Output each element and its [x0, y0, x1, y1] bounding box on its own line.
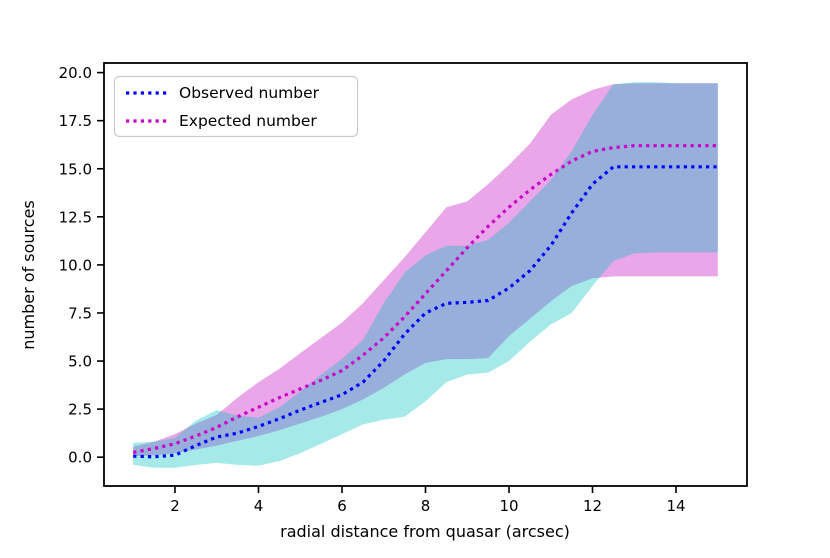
y-tick-label: 5.0	[68, 353, 92, 371]
legend-label-expected: Expected number	[179, 112, 317, 130]
y-axis: 0.0 2.5 5.0 7.5 10.0 12.5 15.0 17.5 20.0	[59, 64, 104, 467]
x-tick-label: 4	[254, 497, 264, 515]
y-tick-label: 10.0	[59, 256, 92, 274]
y-tick-label: 7.5	[68, 304, 92, 322]
legend-box	[113, 75, 359, 138]
legend: Observed number Expected number	[113, 75, 359, 138]
x-tick-label: 12	[583, 497, 602, 515]
y-tick-label: 0.0	[68, 449, 92, 467]
y-axis-label: number of sources	[19, 200, 38, 350]
x-tick-label: 14	[666, 497, 685, 515]
x-axis-label: radial distance from quasar (arcsec)	[280, 522, 570, 541]
expected-uncertainty-band	[133, 83, 718, 457]
x-tick-label: 8	[421, 497, 431, 515]
y-tick-label: 17.5	[59, 112, 92, 130]
y-tick-label: 20.0	[59, 64, 92, 82]
observed-uncertainty-band	[133, 82, 718, 468]
legend-label-observed: Observed number	[179, 84, 320, 102]
x-tick-label: 6	[337, 497, 347, 515]
bands-layer	[133, 82, 718, 468]
y-tick-label: 15.0	[59, 160, 92, 178]
x-tick-label: 10	[499, 497, 518, 515]
legend-entry-observed: Observed number	[126, 84, 320, 102]
y-tick-label: 12.5	[59, 208, 92, 226]
legend-entry-expected: Expected number	[126, 112, 317, 130]
observed-line	[133, 165, 718, 459]
x-tick-label: 2	[170, 497, 180, 515]
y-tick-label: 2.5	[68, 401, 92, 419]
axes-layer: 2 4 6 8 10 12 14 0.0 2.5 5.0 7.5 10.0 12.5 15.0 17.5 20…	[59, 62, 748, 515]
lines-layer	[132, 144, 718, 459]
x-axis: 2 4 6 8 10 12 14	[170, 486, 686, 515]
